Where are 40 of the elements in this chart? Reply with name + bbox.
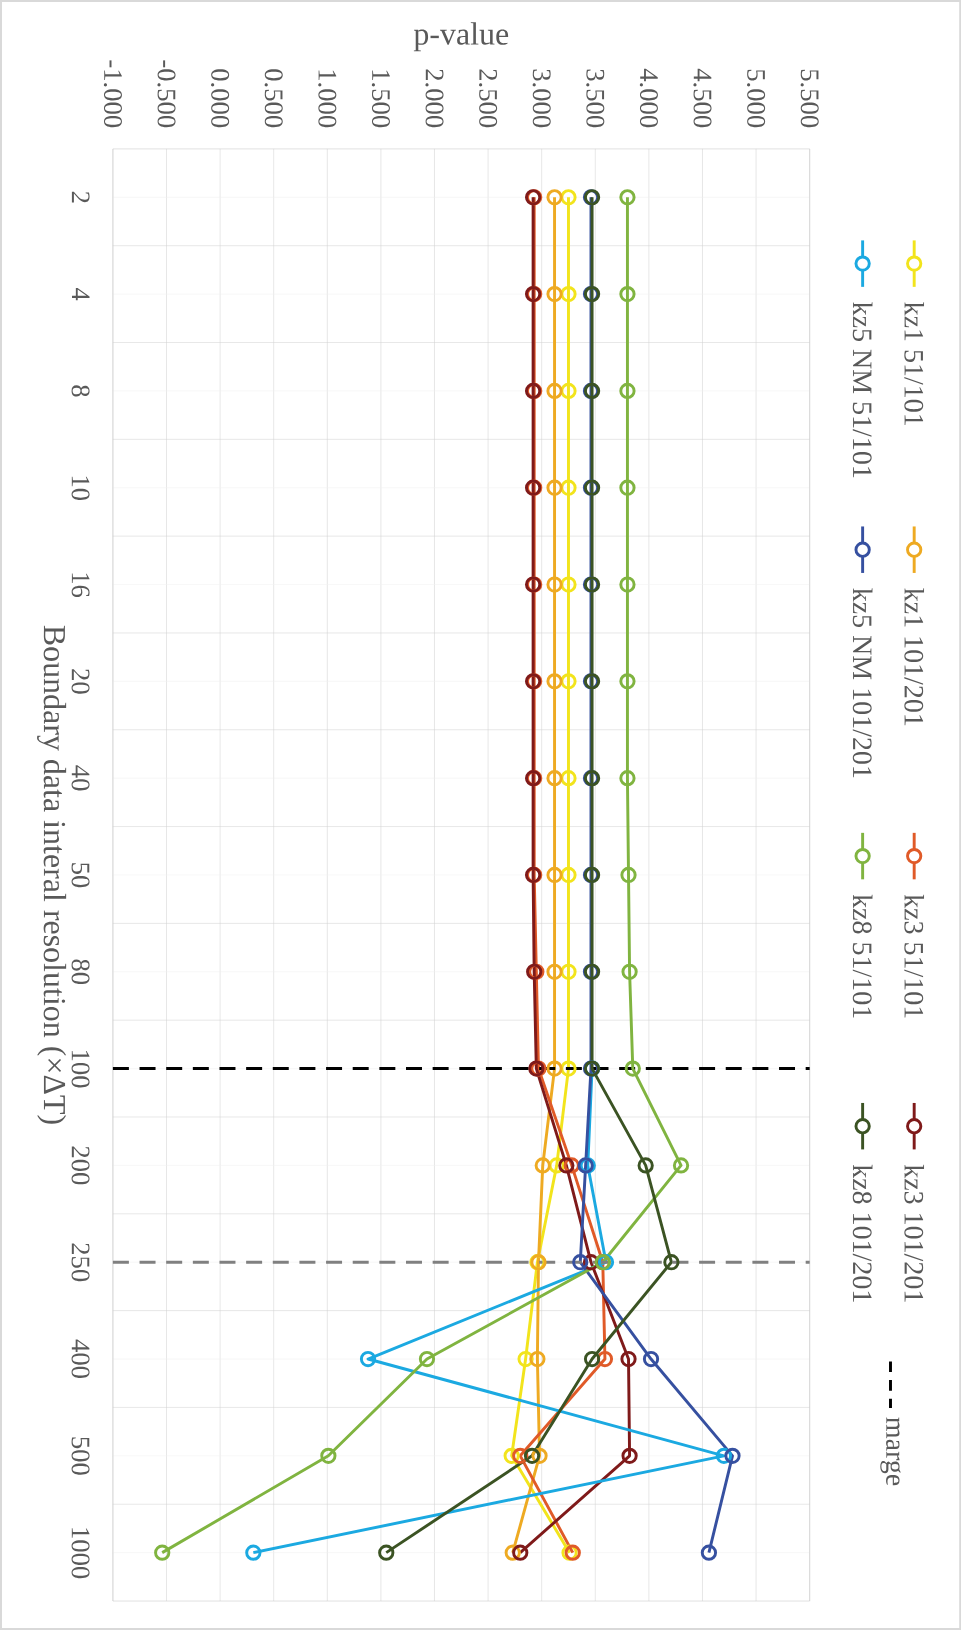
y-tick-label: 250 (71, 1243, 90, 1282)
y-tick-label: 40 (71, 765, 90, 791)
legend-label: marge (880, 1417, 901, 1486)
legend-label: kz3 51/101 (904, 894, 924, 1018)
y-axis-title: Boundary data interal resolution (×ΔT) (36, 625, 67, 1124)
y-tick-label: 2 (71, 191, 90, 203)
x-tick-label: 4.000 (639, 68, 658, 128)
legend-label: kz5 NM 51/101 (852, 302, 873, 478)
legend-label: kz1 101/201 (904, 588, 924, 726)
x-tick-label: 4.500 (693, 68, 712, 128)
y-tick-label: 1000 (71, 1528, 90, 1579)
x-axis-title: p-value (413, 22, 509, 52)
x-tick-label: 5.000 (746, 69, 766, 128)
x-tick-label: 3.000 (532, 69, 551, 128)
x-tick-label: -1.000 (103, 60, 122, 128)
x-tick-label: 3.500 (586, 69, 605, 128)
legend-label: kz5 NM 101/201 (852, 588, 873, 778)
x-tick-label: 2.500 (478, 69, 498, 128)
x-tick-label: 5.500 (800, 69, 819, 128)
legend-label: kz1 51/101 (904, 302, 924, 426)
y-tick-label: 500 (71, 1437, 90, 1475)
y-tick-label: 4 (71, 287, 90, 301)
y-tick-label: 10 (71, 476, 90, 501)
y-tick-label: 400 (71, 1339, 90, 1378)
x-tick-label: 1.500 (371, 70, 390, 128)
y-tick-label: 200 (71, 1146, 90, 1185)
y-tick-label: 80 (71, 959, 90, 985)
legend-label: kz3 101/201 (904, 1164, 924, 1302)
x-tick-label: -0.500 (157, 60, 176, 128)
x-tick-label: 2.000 (425, 69, 444, 128)
y-tick-label: 50 (71, 863, 90, 888)
legend-label: kz8 51/101 (852, 894, 873, 1018)
legend-label: kz8 101/201 (852, 1164, 873, 1302)
x-tick-label: 0.000 (210, 69, 230, 128)
y-tick-label: 20 (71, 669, 90, 694)
y-tick-label: 8 (71, 385, 90, 397)
x-tick-label: 0.500 (264, 69, 283, 128)
y-tick-label: 100 (71, 1050, 90, 1088)
x-tick-label: 1.000 (318, 70, 337, 128)
y-tick-label: 16 (71, 573, 90, 598)
